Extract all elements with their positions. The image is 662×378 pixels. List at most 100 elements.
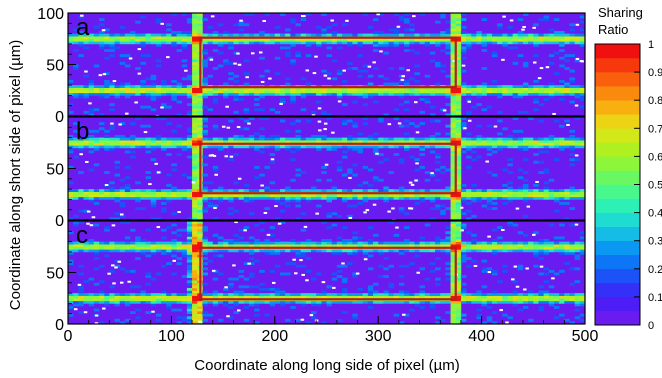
heatmap-cell <box>512 300 519 304</box>
heatmap-cell <box>316 25 322 29</box>
heatmap-cell <box>274 244 281 248</box>
heatmap-cell <box>388 171 395 174</box>
heatmap-cell <box>68 251 74 255</box>
heatmap-cell <box>104 254 110 258</box>
heatmap-cell <box>450 69 457 73</box>
heatmap-cell <box>99 127 105 131</box>
heatmap-cell <box>404 49 410 52</box>
heatmap-cell <box>83 74 89 78</box>
heatmap-cell <box>238 236 245 240</box>
heatmap-cell <box>419 196 426 200</box>
heatmap-cell <box>233 293 239 296</box>
heatmap-cell <box>155 33 162 37</box>
heatmap-cell <box>192 300 198 304</box>
heatmap-cell <box>207 295 214 299</box>
heatmap-cell <box>88 191 95 195</box>
heatmap-cell <box>533 41 539 45</box>
heatmap-cell <box>362 300 369 304</box>
heatmap-cell <box>528 196 534 200</box>
heatmap-cell <box>455 74 462 78</box>
heatmap-cell <box>460 295 467 299</box>
heatmap-cell <box>409 293 415 296</box>
heatmap-cell <box>161 228 167 232</box>
heatmap-cell <box>388 140 395 144</box>
heatmap-cell <box>274 110 281 114</box>
heatmap-cell <box>130 228 136 232</box>
heatmap-cell <box>517 244 524 248</box>
heatmap-cell <box>207 87 214 91</box>
heatmap-cell <box>543 171 550 174</box>
heatmap-cell <box>155 189 162 192</box>
heatmap-cell <box>398 189 405 192</box>
heatmap-cell <box>450 287 457 291</box>
heatmap-cell <box>533 196 539 200</box>
heatmap-cell <box>419 153 426 156</box>
heatmap-cell <box>507 196 513 200</box>
heatmap-cell <box>574 267 581 271</box>
heatmap-cell <box>429 194 436 198</box>
heatmap-cell <box>362 140 369 144</box>
heatmap-cell <box>192 321 198 324</box>
heatmap-cell <box>223 293 229 296</box>
heatmap-cell <box>440 295 446 299</box>
heatmap-cell <box>73 244 79 248</box>
heatmap-cell <box>352 145 358 149</box>
heatmap-cell <box>460 244 467 248</box>
heatmap-cell <box>357 87 363 91</box>
heatmap-cell <box>88 168 95 172</box>
outlier-cell <box>208 154 213 157</box>
heatmap-cell <box>68 90 74 94</box>
heatmap-cell <box>460 318 467 322</box>
heatmap-cell <box>326 303 332 307</box>
heatmap-cell <box>455 160 462 164</box>
heatmap-cell <box>73 92 79 96</box>
heatmap-cell <box>310 293 317 296</box>
heatmap-cell <box>559 79 565 83</box>
heatmap-cell <box>186 249 193 253</box>
heatmap-cell <box>290 295 296 299</box>
heatmap-cell <box>362 145 369 149</box>
heatmap-cell <box>316 300 322 304</box>
heatmap-cell <box>192 221 198 224</box>
heatmap-cell <box>543 196 550 200</box>
heatmap-cell <box>548 241 555 245</box>
heatmap-cell <box>450 282 457 286</box>
heatmap-cell <box>574 38 581 42</box>
outlier-cell <box>274 205 278 208</box>
heatmap-cell <box>259 244 265 248</box>
heatmap-cell <box>559 251 565 255</box>
heatmap-cell <box>248 194 255 198</box>
heatmap-cell <box>414 64 420 68</box>
heatmap-cell <box>192 67 198 70</box>
heatmap-cell <box>186 36 193 40</box>
heatmap-cell <box>460 212 467 216</box>
heatmap-cell <box>186 246 193 250</box>
heatmap-cell <box>522 36 529 40</box>
heatmap-cell <box>450 38 457 42</box>
heatmap-cell <box>507 246 513 250</box>
outlier-cell <box>401 75 405 78</box>
heatmap-cell <box>207 92 214 96</box>
heatmap-cell <box>429 119 436 123</box>
heatmap-cell <box>68 196 74 200</box>
heatmap-cell <box>336 295 343 299</box>
heatmap-cell <box>398 18 405 22</box>
heatmap-cell <box>228 285 234 289</box>
heatmap-cell <box>507 316 513 320</box>
heatmap-cell <box>207 137 214 141</box>
heatmap-cell <box>186 18 193 22</box>
heatmap-cell <box>455 171 462 174</box>
heatmap-cell <box>223 33 229 37</box>
heatmap-cell <box>119 92 126 96</box>
heatmap-cell <box>305 249 312 253</box>
heatmap-cell <box>109 41 115 45</box>
heatmap-cell <box>197 119 203 123</box>
heatmap-cell <box>455 59 462 63</box>
heatmap-cell <box>398 137 405 141</box>
heatmap-cell <box>336 38 343 42</box>
heatmap-cell <box>124 186 131 190</box>
heatmap-cell <box>409 308 415 312</box>
heatmap-cell <box>450 207 457 211</box>
heatmap-cell <box>471 137 477 141</box>
heatmap-cell <box>192 56 198 60</box>
